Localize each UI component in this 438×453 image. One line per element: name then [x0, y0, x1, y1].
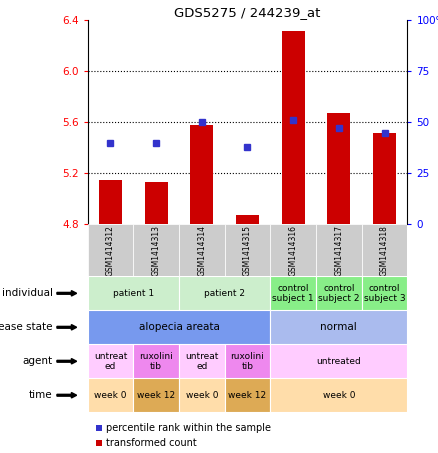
Bar — [179, 378, 225, 412]
Text: GSM1414316: GSM1414316 — [289, 225, 298, 276]
Text: control
subject 2: control subject 2 — [318, 284, 360, 303]
Bar — [270, 224, 316, 276]
Text: untreat
ed: untreat ed — [185, 352, 219, 371]
Text: week 12: week 12 — [137, 391, 175, 400]
Bar — [88, 224, 133, 276]
Bar — [88, 310, 270, 344]
Bar — [270, 344, 407, 378]
Bar — [133, 224, 179, 276]
Text: alopecia areata: alopecia areata — [138, 322, 219, 333]
Text: control
subject 1: control subject 1 — [272, 284, 314, 303]
Bar — [133, 378, 179, 412]
Bar — [225, 224, 270, 276]
Text: agent: agent — [22, 356, 53, 366]
Text: GSM1414318: GSM1414318 — [380, 225, 389, 276]
Text: GSM1414312: GSM1414312 — [106, 225, 115, 276]
Title: GDS5275 / 244239_at: GDS5275 / 244239_at — [174, 6, 321, 19]
Bar — [191, 125, 213, 224]
Text: untreat
ed: untreat ed — [94, 352, 127, 371]
Text: disease state: disease state — [0, 322, 53, 333]
Bar — [362, 276, 407, 310]
Text: normal: normal — [321, 322, 357, 333]
Bar — [236, 215, 259, 224]
Text: week 0: week 0 — [322, 391, 355, 400]
Bar — [99, 180, 122, 224]
Bar — [88, 344, 133, 378]
Text: week 12: week 12 — [228, 391, 267, 400]
Bar — [373, 133, 396, 224]
Text: GSM1414314: GSM1414314 — [197, 225, 206, 276]
Text: time: time — [29, 390, 53, 400]
Text: GSM1414313: GSM1414313 — [152, 225, 161, 276]
Bar — [88, 276, 179, 310]
Bar — [316, 276, 362, 310]
Bar — [179, 344, 225, 378]
Bar — [327, 113, 350, 224]
Text: GSM1414317: GSM1414317 — [334, 225, 343, 276]
Text: control
subject 3: control subject 3 — [364, 284, 405, 303]
Bar — [225, 378, 270, 412]
Text: ruxolini
tib: ruxolini tib — [230, 352, 265, 371]
Bar — [282, 31, 304, 224]
Bar — [225, 344, 270, 378]
Text: individual: individual — [2, 288, 53, 299]
Bar — [316, 224, 362, 276]
Text: ruxolini
tib: ruxolini tib — [139, 352, 173, 371]
Bar — [145, 182, 167, 224]
Bar — [133, 344, 179, 378]
Text: untreated: untreated — [316, 357, 361, 366]
Bar — [88, 378, 133, 412]
Bar — [179, 224, 225, 276]
Text: GSM1414315: GSM1414315 — [243, 225, 252, 276]
Text: percentile rank within the sample: percentile rank within the sample — [106, 423, 271, 433]
Bar — [362, 224, 407, 276]
Bar — [270, 276, 316, 310]
Text: week 0: week 0 — [94, 391, 127, 400]
Text: patient 2: patient 2 — [204, 289, 245, 298]
Bar — [270, 310, 407, 344]
Text: transformed count: transformed count — [106, 438, 197, 448]
Text: patient 1: patient 1 — [113, 289, 154, 298]
Text: week 0: week 0 — [186, 391, 218, 400]
Bar — [270, 378, 407, 412]
Bar — [179, 276, 270, 310]
